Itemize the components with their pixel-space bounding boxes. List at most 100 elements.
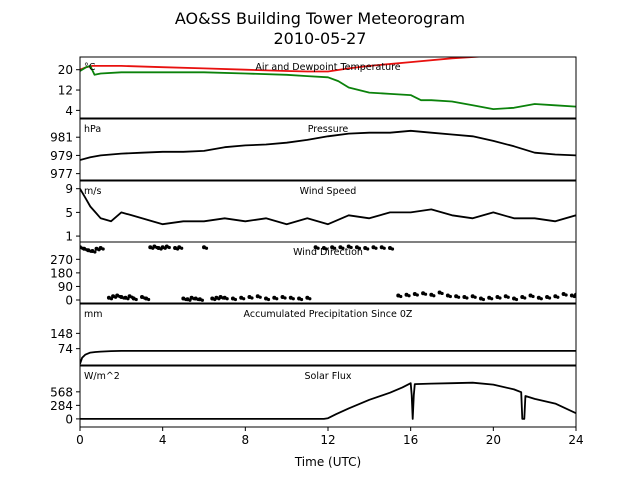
x-tick-label: 16	[403, 433, 418, 447]
data-point-wind-direction	[167, 245, 171, 250]
data-point-wind-direction	[366, 247, 370, 251]
data-point-wind-direction	[225, 297, 229, 301]
panel-temperature: 4 12 20 °C Air and Dewpoint Temperature	[58, 56, 577, 119]
data-point-wind-direction	[291, 297, 295, 301]
data-point-wind-direction	[266, 297, 271, 302]
y-tick-label-wind_direction: 90	[58, 280, 73, 294]
y-tick-label-wind_direction: 180	[50, 266, 73, 280]
x-tick-label: 24	[568, 433, 583, 447]
y-tick-label-wind_speed: 9	[65, 182, 73, 196]
y-tick-label-pressure: 979	[50, 149, 73, 163]
x-tick-label: 4	[159, 433, 167, 447]
data-point-wind-direction	[283, 296, 287, 300]
y-tick-label-temperature: 4	[65, 104, 73, 118]
y-tick-label-solar_flux: 568	[50, 385, 73, 399]
data-point-wind-direction	[382, 246, 386, 250]
data-point-wind-direction	[93, 250, 97, 254]
series-line-pressure-0	[80, 129, 576, 161]
y-tick-label-wind_direction: 270	[50, 253, 73, 267]
panel-frame-wind_direction	[79, 241, 577, 304]
data-point-wind-direction	[514, 297, 519, 302]
panel-unit-temperature: °C	[84, 62, 96, 73]
data-point-wind-direction	[349, 245, 353, 250]
x-axis-label: Time (UTC)	[294, 455, 361, 469]
data-point-wind-direction	[242, 297, 246, 301]
data-point-wind-direction	[333, 246, 337, 250]
series-line-wind_speed-0	[80, 188, 576, 226]
panel-frame-temperature	[79, 56, 577, 119]
series-line-temperature-1	[80, 65, 576, 110]
data-point-wind-direction	[564, 293, 568, 297]
x-tick-label: 0	[76, 433, 84, 447]
panel-label-solar_flux: Solar Flux	[305, 371, 352, 382]
data-point-wind-direction	[399, 294, 403, 299]
x-tick-label: 12	[320, 433, 335, 447]
panel-label-wind_speed: Wind Speed	[300, 186, 357, 197]
panel-unit-precipitation: mm	[84, 309, 103, 320]
data-point-wind-direction	[324, 247, 328, 251]
panel-frame-precipitation	[79, 303, 577, 366]
data-point-wind-direction	[448, 294, 452, 299]
y-tick-label-wind_speed: 1	[65, 230, 73, 244]
data-point-wind-direction	[547, 296, 552, 300]
chart-subtitle: 2010-05-27	[274, 29, 367, 48]
series-wind_direction-points	[80, 244, 580, 302]
data-point-wind-direction	[481, 297, 486, 302]
data-point-wind-direction	[374, 246, 378, 250]
series-line-precipitation-0	[80, 349, 576, 365]
data-point-wind-direction	[490, 297, 494, 301]
x-tick-label: 8	[242, 433, 250, 447]
panel-unit-pressure: hPa	[84, 124, 101, 135]
data-point-wind-direction	[180, 246, 184, 250]
data-point-wind-direction	[204, 246, 209, 250]
data-point-wind-direction	[341, 246, 345, 250]
data-point-wind-direction	[577, 294, 580, 297]
data-point-wind-direction	[465, 296, 469, 300]
series-line-solar_flux-0	[80, 381, 576, 420]
data-point-wind-direction	[357, 246, 362, 250]
data-point-wind-direction	[101, 247, 105, 251]
data-point-wind-direction	[440, 291, 444, 296]
panel-unit-wind_speed: m/s	[84, 186, 101, 197]
data-point-wind-direction	[556, 295, 560, 299]
data-point-wind-direction	[432, 294, 436, 298]
panel-label-temperature: Air and Dewpoint Temperature	[255, 62, 400, 73]
data-point-wind-direction	[250, 296, 254, 300]
data-point-wind-direction	[200, 298, 204, 302]
panel-label-precipitation: Accumulated Precipitation Since 0Z	[244, 309, 413, 320]
y-tick-label-temperature: 20	[58, 63, 73, 77]
panel-label-wind_direction: Wind Direction	[293, 247, 363, 258]
data-point-wind-direction	[390, 247, 395, 251]
panel-unit-solar_flux: W/m^2	[84, 371, 120, 382]
data-point-wind-direction	[473, 295, 477, 299]
data-point-wind-direction	[531, 294, 535, 299]
y-tick-label-precipitation: 148	[50, 327, 73, 341]
y-tick-label-solar_flux: 284	[50, 399, 73, 413]
data-point-wind-direction	[407, 294, 411, 298]
y-tick-label-temperature: 12	[58, 84, 73, 98]
data-point-wind-direction	[498, 296, 502, 300]
panel-frame-pressure	[79, 118, 577, 181]
data-point-wind-direction	[233, 297, 238, 302]
panel-pressure: 977 979 981 hPa Pressure	[50, 118, 577, 181]
data-point-wind-direction	[539, 297, 543, 301]
y-tick-label-wind_speed: 5	[65, 206, 73, 220]
y-tick-label-precipitation: 74	[58, 342, 73, 356]
y-tick-label-wind_direction: 0	[65, 293, 73, 307]
data-point-wind-direction	[316, 246, 320, 250]
data-point-wind-direction	[506, 295, 510, 299]
data-point-wind-direction	[415, 293, 419, 297]
data-point-wind-direction	[147, 297, 151, 302]
data-point-wind-direction	[275, 297, 279, 301]
y-tick-label-pressure: 977	[50, 167, 73, 181]
data-point-wind-direction	[308, 297, 312, 301]
chart-title: AO&SS Building Tower Meteorogram	[175, 9, 465, 28]
data-point-wind-direction	[299, 297, 304, 302]
data-point-wind-direction	[423, 292, 428, 296]
y-tick-label-solar_flux: 0	[65, 412, 73, 426]
panel-wind_speed: 1 5 9 m/s Wind Speed	[65, 180, 577, 244]
